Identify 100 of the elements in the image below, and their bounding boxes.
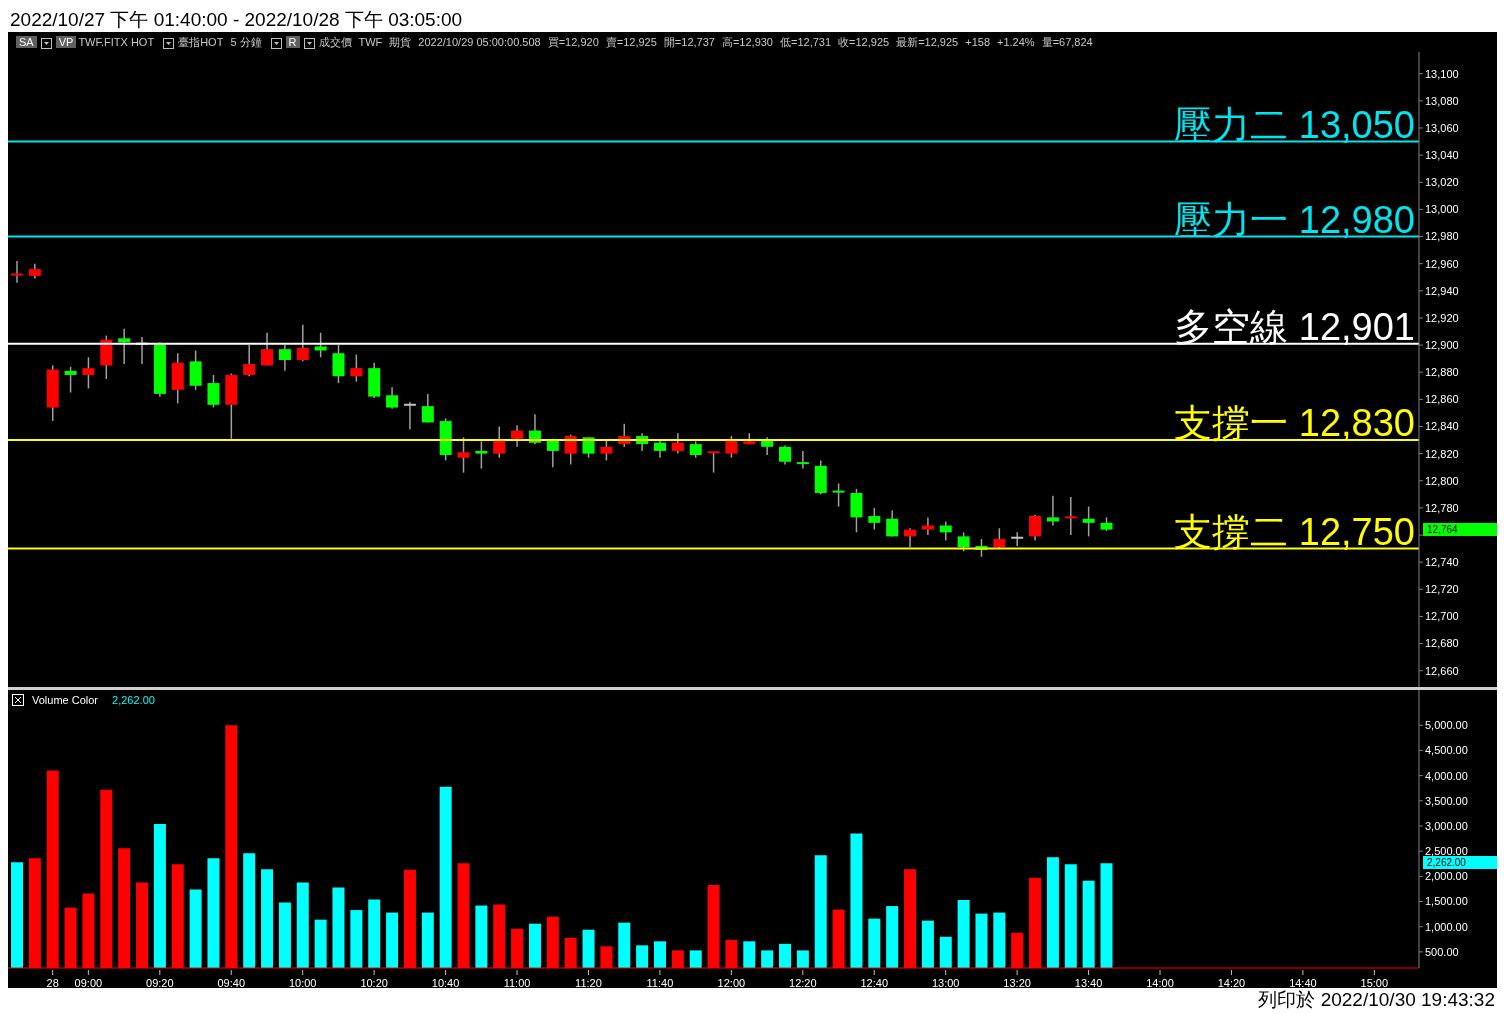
candlestick [261, 332, 274, 367]
text: R [285, 36, 300, 48]
candlestick [207, 374, 220, 409]
candlestick [475, 440, 488, 470]
text: TWF [358, 36, 383, 48]
x-tick-label: 12:00 [717, 977, 746, 989]
y-tick-label: 12,680 [1425, 637, 1459, 650]
candlestick [332, 344, 345, 384]
candlestick [1029, 513, 1042, 542]
candlestick [600, 439, 613, 462]
x-tick-label: 14:00 [1146, 977, 1174, 989]
text: 成交價 [318, 36, 352, 48]
candlestick [993, 527, 1006, 550]
x-tick-label: 11:40 [646, 977, 674, 989]
candlestick [1046, 494, 1059, 527]
candlestick [511, 424, 524, 448]
y-tick-label: 500.00 [1425, 945, 1459, 958]
y-tick-label: 13,080 [1425, 94, 1459, 107]
x-tick-label: 10:20 [360, 977, 388, 989]
text: 量=67,824 [1041, 36, 1093, 48]
candlestick [1082, 505, 1095, 538]
text: 最新=12,925 [896, 36, 959, 48]
candlestick [296, 323, 309, 363]
ref-line-label: 支撐二 12,750 [1174, 510, 1415, 553]
text: +1.24% [997, 36, 1035, 48]
y-tick-label: 12,840 [1425, 420, 1459, 433]
y-tick-label: 2,500.00 [1425, 845, 1468, 858]
y-tick-label: 12,940 [1425, 284, 1459, 297]
candlestick [725, 435, 738, 459]
y-tick-label: 2,000.00 [1425, 870, 1468, 883]
y-tick-label: 12,780 [1425, 501, 1459, 514]
y-tick-label: 1,500.00 [1425, 895, 1468, 908]
x-tick-label: 11:00 [503, 977, 531, 989]
y-tick-label: 12,700 [1425, 610, 1459, 623]
x-tick-label: 15:00 [1360, 977, 1389, 989]
candlestick [82, 356, 95, 390]
x-tick-label: 09:40 [217, 977, 246, 989]
text: 列印於 2022/10/30 19:43:32 [1258, 989, 1495, 1010]
y-tick-label: 13,100 [1425, 67, 1459, 80]
x-tick-label: 10:40 [431, 977, 460, 989]
text: VP [55, 36, 77, 48]
candlestick [386, 386, 399, 410]
x-tick-label: 13:00 [931, 977, 960, 989]
text: 低=12,731 [780, 36, 832, 48]
x-tick-label: 13:40 [1074, 977, 1103, 989]
candlestick [957, 531, 970, 553]
candlestick [868, 507, 881, 531]
candlestick [457, 436, 470, 474]
candlestick [1011, 531, 1024, 547]
x-tick-label: 12:20 [789, 977, 817, 989]
y-tick-label: 3,000.00 [1425, 819, 1468, 832]
chart-subtitle: 2,262.00 [112, 694, 155, 706]
y-tick-label: 12,740 [1425, 556, 1459, 569]
text: 收=12,925 [838, 36, 890, 48]
candlestick [564, 433, 577, 466]
candlestick [64, 366, 77, 394]
y-tick-label: 12,920 [1425, 311, 1459, 324]
text: TWF.FITX HOT [78, 36, 155, 48]
candlestick [671, 432, 684, 455]
y-tick-label: 12,660 [1425, 664, 1459, 677]
y-tick-label: 12,800 [1425, 474, 1459, 487]
chart-title: 2022/10/27 下午 01:40:00 - 2022/10/28 下午 03:05:00 [8, 8, 1497, 32]
candlestick [278, 344, 291, 372]
x-tick-label: 14:40 [1289, 977, 1317, 989]
text: 期貨 [389, 36, 412, 48]
x-tick-label: 11:20 [575, 977, 602, 989]
y-tick-label: 12,960 [1425, 257, 1459, 270]
y-tick-label: 3,500.00 [1425, 794, 1468, 807]
y-tick-label: 4,000.00 [1425, 769, 1468, 782]
y-tick-label: 4,500.00 [1425, 744, 1468, 757]
ref-line-label: 支撐一 12,830 [1174, 402, 1415, 445]
x-tick-label: 09:20 [146, 977, 174, 989]
candlestick [493, 425, 506, 459]
x-tick-label: 10:00 [288, 977, 317, 989]
text: 買=12,920 [547, 36, 599, 48]
candlestick [886, 509, 899, 538]
chart-title: Volume Color [32, 694, 99, 706]
text: 臺指HOT [178, 36, 224, 48]
candlestick [243, 344, 256, 378]
candlestick [921, 516, 934, 536]
candlestick [832, 482, 845, 508]
y-tick-label: 12,880 [1425, 366, 1459, 379]
y-tick-label: 5,000.00 [1425, 719, 1468, 732]
candlestick [421, 393, 434, 424]
text: 5 分鐘 [230, 36, 262, 48]
candlestick [350, 353, 363, 383]
text: 高=12,930 [721, 36, 773, 48]
y-tick-label: 12,860 [1425, 393, 1459, 406]
y-tick-label: 12,820 [1425, 447, 1459, 460]
candlestick [314, 332, 327, 359]
y-tick-label: 13,020 [1425, 176, 1459, 189]
text: 12,764 [1423, 522, 1497, 536]
y-tick-label: 13,040 [1425, 149, 1459, 162]
x-tick-label: 13:20 [1003, 977, 1031, 989]
text: 賣=12,925 [605, 36, 657, 48]
ref-line-label: 多空線 12,901 [1174, 305, 1415, 348]
y-tick-label: 13,000 [1425, 203, 1459, 216]
text: 開=12,737 [663, 36, 715, 48]
y-tick-label: 12,980 [1425, 230, 1459, 243]
text: SA [16, 36, 37, 48]
